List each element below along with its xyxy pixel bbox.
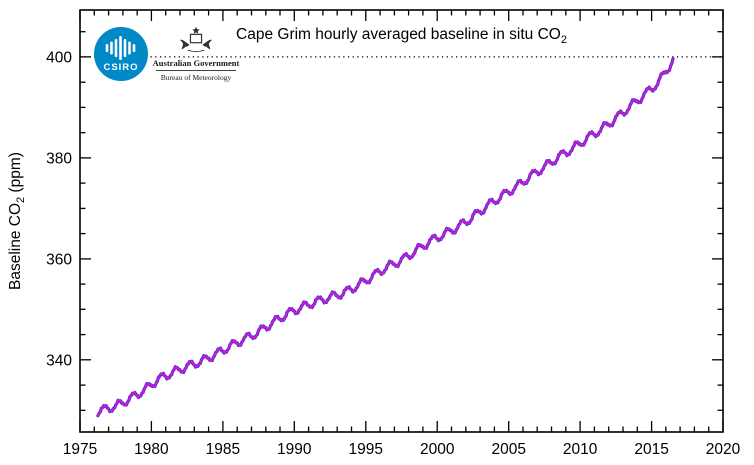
y-label-prefix: Baseline CO: [6, 202, 24, 290]
svg-text:380: 380: [46, 150, 72, 167]
y-label-subscript: 2: [15, 196, 28, 203]
y-axis-label: Baseline CO2 (ppm): [0, 0, 34, 442]
chart-title-subscript: 2: [560, 34, 567, 47]
svg-text:1985: 1985: [206, 441, 240, 458]
australian-government-logo: Australian Government Bureau of Meteorol…: [150, 26, 242, 82]
csiro-logo-label: CSIRO: [103, 62, 139, 73]
csiro-waveform-icon: [105, 36, 136, 60]
svg-text:360: 360: [46, 251, 72, 268]
svg-text:2000: 2000: [420, 441, 455, 458]
chart-title-text: Cape Grim hourly averaged baseline in si…: [236, 26, 561, 43]
svg-text:2020: 2020: [706, 441, 741, 458]
svg-text:2010: 2010: [563, 441, 598, 458]
svg-text:340: 340: [46, 352, 72, 369]
svg-text:1990: 1990: [277, 441, 312, 458]
svg-text:2005: 2005: [491, 441, 525, 458]
svg-text:400: 400: [46, 49, 72, 66]
gov-logo-line1: Australian Government: [152, 58, 240, 68]
coat-of-arms-icon: [180, 26, 212, 52]
svg-text:1975: 1975: [63, 441, 97, 458]
y-label-suffix: (ppm): [6, 152, 24, 197]
svg-text:1980: 1980: [134, 441, 169, 458]
y-axis-label-text: Baseline CO2 (ppm): [7, 152, 27, 290]
gov-logo-divider: [156, 70, 236, 71]
svg-text:2015: 2015: [634, 441, 668, 458]
svg-text:1995: 1995: [349, 441, 383, 458]
chart-title: Cape Grim hourly averaged baseline in si…: [80, 26, 723, 46]
gov-logo-line2: Bureau of Meteorology: [160, 73, 232, 82]
csiro-logo: CSIRO: [94, 27, 148, 81]
